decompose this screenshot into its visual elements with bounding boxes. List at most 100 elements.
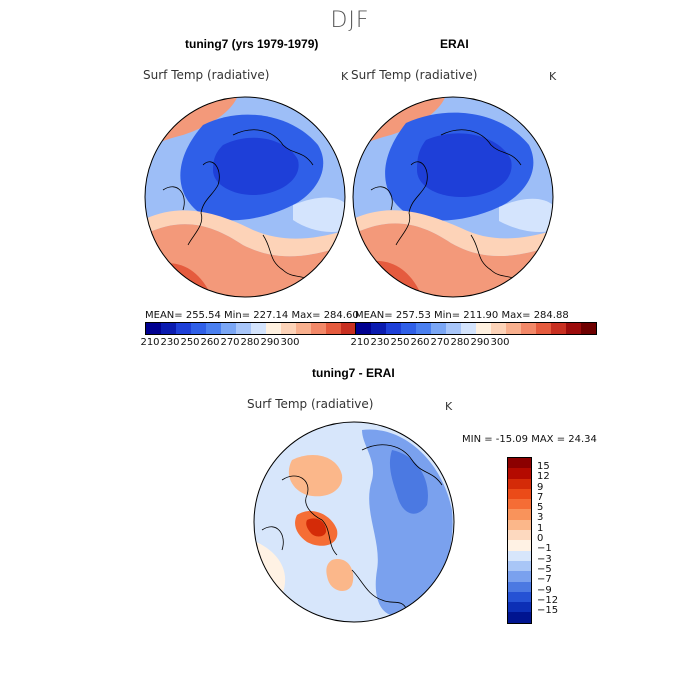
panel-3-variable-label: Surf Temp (radiative) [247, 397, 374, 411]
colorbar-swatch [206, 323, 221, 334]
panel-1-polar-map [144, 96, 346, 298]
colorbar-swatch [508, 530, 531, 541]
colorbar-swatch [476, 323, 491, 334]
colorbar-tick-label: −7 [537, 574, 552, 586]
colorbar-swatch [386, 323, 401, 334]
colorbar-swatch [551, 323, 566, 334]
colorbar-swatch [508, 550, 531, 561]
panel-3-positive-patch-c [326, 559, 354, 592]
colorbar-tick-label: 270 [220, 337, 240, 348]
colorbar-swatch [508, 591, 531, 603]
colorbar-tick-label: −15 [537, 605, 559, 617]
colorbar-tick-label: −5 [537, 563, 552, 575]
colorbar-swatch [508, 560, 531, 572]
panel-1-coastline-c [232, 129, 314, 166]
colorbar-tick-label: 250 [180, 337, 200, 348]
panel-2-colorbar-labels: 210 230 250 260 270 280 290 300 [350, 337, 510, 348]
colorbar-swatch [356, 323, 371, 334]
colorbar-tick-label: 280 [450, 337, 470, 348]
panel-3-colorbar [507, 457, 532, 624]
colorbar-swatch [251, 323, 266, 334]
colorbar-swatch [508, 509, 531, 520]
panel-2-map-border [352, 96, 554, 298]
colorbar-swatch [236, 323, 251, 334]
colorbar-swatch [146, 323, 161, 334]
panel-3-coastline-a [281, 475, 338, 556]
colorbar-tick-label: 230 [160, 337, 180, 348]
colorbar-swatch [536, 323, 551, 334]
colorbar-swatch [416, 323, 431, 334]
colorbar-swatch [431, 323, 446, 334]
colorbar-tick-label: 1 [537, 522, 544, 534]
colorbar-tick-label: 3 [537, 512, 544, 524]
colorbar-tick-label: 15 [537, 461, 550, 472]
panel-2-stats: MEAN= 257.53 Min= 211.90 Max= 284.88 [355, 310, 569, 321]
colorbar-swatch [508, 581, 531, 592]
colorbar-swatch [508, 488, 531, 500]
colorbar-swatch [491, 323, 506, 334]
panel-3-units-label: K [445, 400, 453, 413]
panel-1-coastline-a [187, 161, 220, 246]
colorbar-swatch [266, 323, 281, 334]
colorbar-tick-label: 300 [490, 337, 510, 348]
colorbar-swatch [566, 323, 581, 334]
colorbar-tick-label: 290 [470, 337, 490, 348]
panel-3-polar-map [253, 421, 455, 623]
colorbar-tick-label: 210 [140, 337, 160, 348]
colorbar-swatch [161, 323, 176, 334]
colorbar-swatch [281, 323, 296, 334]
colorbar-tick-label: −9 [537, 584, 552, 596]
colorbar-tick-label: 260 [200, 337, 220, 348]
colorbar-swatch [508, 571, 531, 582]
colorbar-tick-label: 0 [537, 533, 544, 545]
colorbar-swatch [508, 519, 531, 531]
colorbar-tick-label: 300 [280, 337, 300, 348]
panel-2-light-band [499, 198, 553, 232]
colorbar-swatch [461, 323, 476, 334]
colorbar-swatch [508, 478, 531, 489]
colorbar-swatch [508, 602, 531, 613]
panel-2-colorbar [355, 322, 597, 335]
colorbar-tick-label: 5 [537, 502, 544, 514]
colorbar-swatch [508, 612, 531, 623]
colorbar-swatch [508, 499, 531, 510]
panel-2-coastline-d [370, 186, 393, 211]
colorbar-swatch [341, 323, 356, 334]
colorbar-swatch [506, 323, 521, 334]
panel-2-mild-band [353, 210, 553, 256]
panel-1-colorbar-labels: 210 230 250 260 270 280 290 300 [140, 337, 300, 348]
panel-2-coastline-c [440, 129, 522, 166]
panel-3-positive-patch-a [288, 455, 343, 497]
panel-1-map-border [144, 96, 346, 298]
colorbar-swatch [508, 468, 531, 479]
panel-1-coastline-d [162, 186, 185, 211]
colorbar-tick-label: 250 [390, 337, 410, 348]
colorbar-tick-label: −1 [537, 543, 552, 555]
panel-2-variable-label: Surf Temp (radiative) [351, 68, 478, 82]
colorbar-tick-label: −12 [537, 594, 559, 606]
colorbar-swatch [401, 323, 416, 334]
panel-1-light-band [293, 197, 345, 232]
colorbar-tick-label: 12 [537, 471, 550, 483]
panel-2-title: ERAI [440, 37, 469, 51]
figure-season-title: DJF [330, 8, 370, 33]
colorbar-tick-label: 290 [260, 337, 280, 348]
colorbar-swatch [176, 323, 191, 334]
panel-1-deep-cold [213, 137, 299, 195]
panel-2-units-label: K [549, 70, 557, 83]
colorbar-tick-label: 230 [370, 337, 390, 348]
colorbar-tick-label: 9 [537, 481, 544, 493]
colorbar-swatch [371, 323, 386, 334]
panel-1-colorbar [145, 322, 387, 335]
colorbar-tick-label: 280 [240, 337, 260, 348]
panel-3-coastline-c [361, 444, 443, 486]
panel-3-strong-negative [389, 450, 428, 514]
panel-3-title: tuning7 - ERAI [312, 366, 395, 380]
panel-1-variable-label: Surf Temp (radiative) [143, 68, 270, 82]
colorbar-tick-label: −3 [537, 553, 552, 565]
colorbar-swatch [221, 323, 236, 334]
colorbar-swatch [508, 458, 531, 469]
colorbar-tick-label: 270 [430, 337, 450, 348]
panel-3-negative-region [362, 429, 453, 616]
panel-3-stats: MIN = -15.09 MAX = 24.34 [462, 434, 597, 445]
